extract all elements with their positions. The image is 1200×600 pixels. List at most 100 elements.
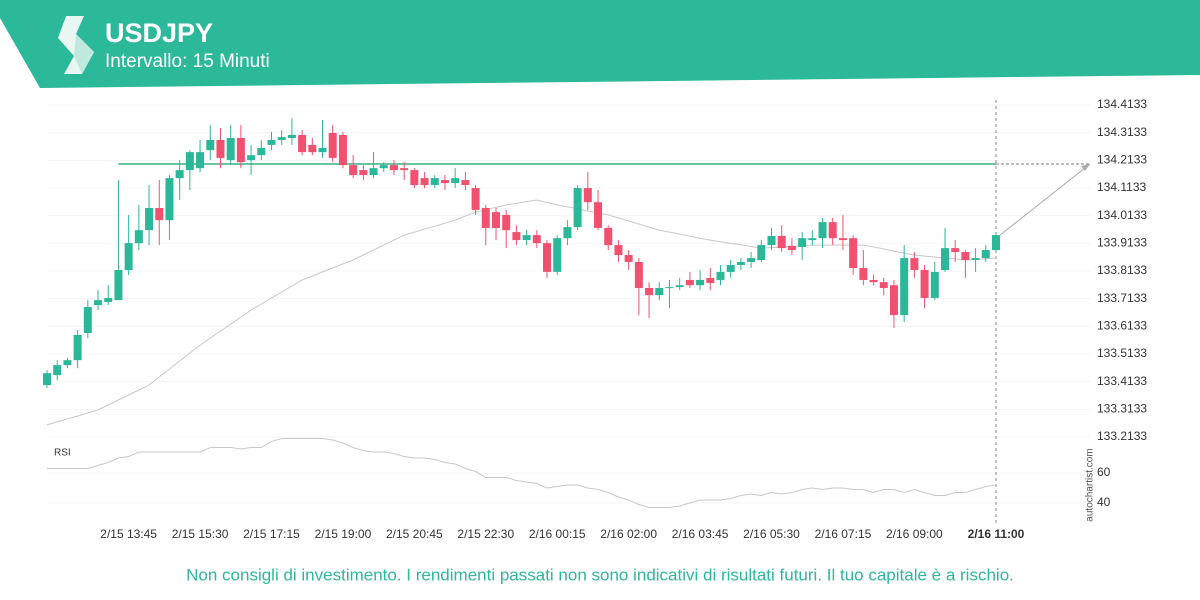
candle-body (961, 251, 970, 261)
candle-body (859, 268, 868, 280)
header-band (0, 0, 1200, 88)
candle-body (543, 243, 552, 272)
candle-body (787, 245, 796, 251)
y-tick-label: 133.3133 (1097, 402, 1147, 416)
candle-body (451, 178, 460, 184)
candle-body (563, 227, 572, 239)
candle-body (185, 152, 194, 171)
candle-body (532, 235, 541, 244)
candle-body (910, 258, 919, 270)
candle-body (696, 279, 705, 286)
y-tick-label: 133.2133 (1097, 429, 1147, 443)
candle-body (634, 261, 643, 288)
candle-body (308, 144, 317, 153)
candle-body (43, 373, 51, 386)
x-tick-label: 2/15 17:15 (243, 527, 300, 541)
candle-body (553, 238, 562, 272)
y-tick-label: 134.1133 (1097, 180, 1146, 194)
candle-body (73, 334, 82, 361)
moving-average (46, 199, 997, 426)
candle-body (583, 188, 592, 203)
rsi-tick-label: 40 (1097, 495, 1111, 509)
candle-body (951, 248, 960, 252)
candle-body (277, 137, 286, 140)
candle-body (614, 245, 623, 256)
rsi-line (47, 438, 997, 508)
candle-body (298, 134, 307, 153)
candle-body (736, 261, 745, 265)
candle-body (134, 230, 143, 244)
y-tick-label: 133.5133 (1097, 346, 1147, 360)
candle-body (206, 139, 215, 151)
x-tick-label: 2/16 00:15 (529, 527, 586, 541)
candle-body (716, 271, 725, 280)
y-tick-label: 133.7133 (1097, 291, 1147, 305)
candle-body (226, 138, 235, 161)
candle-body (379, 165, 388, 169)
candle-body (900, 258, 909, 316)
candle-body (675, 285, 684, 288)
logo-shade (74, 34, 94, 74)
candle-body (940, 248, 949, 270)
candle-body (889, 285, 898, 316)
candle-body (155, 208, 164, 221)
rsi-tick-label: 60 (1097, 465, 1111, 479)
candle-body (389, 165, 398, 171)
x-tick-label: 2/16 11:00 (968, 527, 1025, 541)
candle-body (481, 208, 490, 228)
candle-body (930, 271, 939, 298)
candle-body (175, 170, 184, 179)
x-tick-label: 2/16 09:00 (886, 527, 943, 541)
candle-body (53, 365, 62, 376)
candle-body (114, 269, 123, 301)
candle-body (838, 238, 847, 241)
disclaimer: Non consigli di investimento. I rendimen… (186, 565, 1014, 584)
y-tick-label: 133.9133 (1097, 236, 1147, 250)
candle-body (522, 235, 531, 241)
candle-body (328, 133, 337, 158)
plot-area: 134.4133 134.3133 134.2133 134.1133 134.0133… (43, 97, 1147, 541)
candle-body (981, 250, 990, 259)
candle-body (879, 282, 888, 288)
candle-body (471, 188, 480, 210)
candle-body (257, 147, 266, 156)
candle-body (992, 235, 1000, 251)
candle-body (359, 170, 368, 176)
candle-body (318, 147, 327, 153)
x-tick-label: 2/16 03:45 (672, 527, 729, 541)
candle-body (971, 258, 980, 261)
rsi-label: RSI (54, 448, 71, 459)
x-tick-label: 2/15 22:30 (457, 527, 514, 541)
watermark: autochartist.com (1085, 448, 1096, 521)
candle-body (808, 238, 817, 241)
candle-body (777, 235, 786, 249)
candle-body (63, 360, 72, 366)
candle-body (196, 152, 205, 169)
candle-body (83, 307, 92, 334)
x-tick-label: 2/16 07:15 (815, 527, 872, 541)
candle-body (410, 170, 419, 186)
candle-body (440, 180, 449, 184)
candle-body (665, 287, 674, 289)
candle-body (124, 243, 133, 270)
candle-body (798, 238, 807, 248)
candle-body (420, 178, 429, 186)
candle-body (594, 202, 603, 228)
candle-body (104, 297, 113, 303)
subtitle: Intervallo: 15 Minuti (105, 51, 270, 72)
candle-body (747, 258, 756, 262)
candle-body (645, 287, 654, 296)
candle-body (604, 227, 613, 246)
candle-body (349, 165, 358, 176)
candle-body (849, 238, 858, 269)
y-tick-label: 134.3133 (1097, 125, 1147, 139)
candle-body (461, 180, 470, 186)
y-tick-label: 133.8133 (1097, 263, 1147, 277)
y-tick-label: 134.2133 (1097, 153, 1147, 167)
candle-body (267, 139, 276, 145)
candle-body (726, 264, 735, 272)
candle-body (369, 168, 378, 176)
candle-body (287, 134, 296, 139)
candle-body (757, 245, 766, 261)
